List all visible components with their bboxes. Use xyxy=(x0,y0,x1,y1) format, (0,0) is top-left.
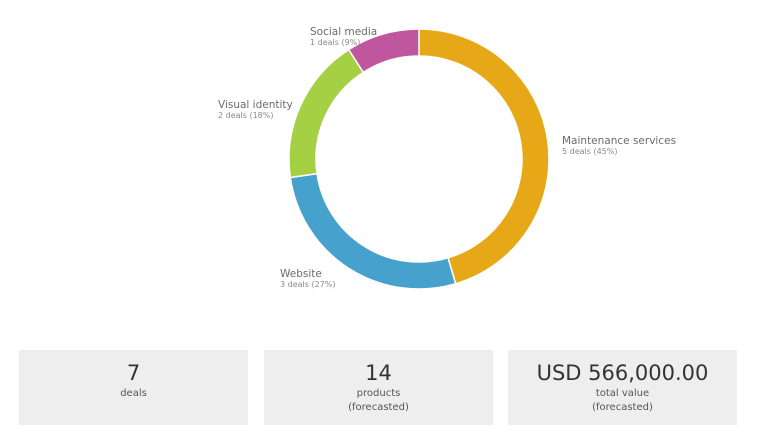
segment-label-social-media: Social media 1 deals (9%) xyxy=(310,26,377,47)
segment-name: Website xyxy=(280,268,322,280)
segment-name: Social media xyxy=(310,26,378,38)
donut-svg xyxy=(288,28,550,290)
donut-slice-maintenance-services[interactable] xyxy=(418,28,550,285)
segment-label-visual-identity: Visual identity 2 deals (18%) xyxy=(218,99,293,120)
total-value-amount: USD 566,000.00 xyxy=(536,361,709,385)
deals-count-value: 7 xyxy=(126,361,141,385)
segment-label-website: Website 3 deals (27%) xyxy=(280,268,336,289)
donut-slice-visual-identity[interactable] xyxy=(288,48,365,179)
total-forecast-label: (forecasted) xyxy=(592,402,653,413)
deals-count-label: deals xyxy=(120,388,147,399)
segment-detail: 5 deals (45%) xyxy=(562,147,618,157)
products-count-label: products xyxy=(356,388,401,399)
segment-name: Maintenance services xyxy=(562,135,677,147)
products-count-value: 14 xyxy=(365,361,392,385)
donut-slice-social-media[interactable] xyxy=(347,28,420,74)
deals-donut-chart: Maintenance services 5 deals (45%) Websi… xyxy=(218,26,676,290)
segment-label-maintenance-services: Maintenance services 5 deals (45%) xyxy=(562,135,676,156)
segment-detail: 1 deals (9%) xyxy=(310,38,361,48)
total-value-card: USD 566,000.00 total value (forecasted) xyxy=(508,350,737,425)
segment-detail: 2 deals (18%) xyxy=(218,111,274,121)
segment-name: Visual identity xyxy=(218,99,293,111)
products-count-card: 14 products (forecasted) xyxy=(264,350,493,425)
products-forecast-label: (forecasted) xyxy=(348,402,409,413)
segment-detail: 3 deals (27%) xyxy=(280,280,336,290)
deals-count-card: 7 deals xyxy=(19,350,248,425)
total-value-label: total value xyxy=(595,388,650,399)
